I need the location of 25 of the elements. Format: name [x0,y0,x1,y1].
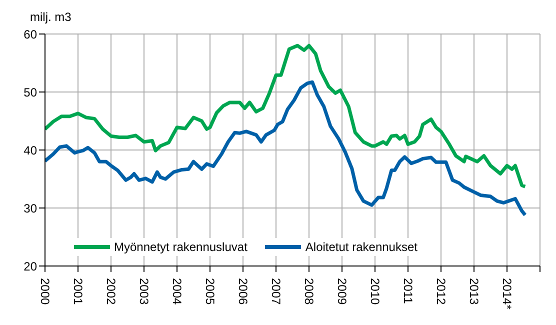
y-tick-label: 40 [24,143,38,158]
y-axis-title: milj. m3 [30,10,72,24]
x-tick-label: 2014* [500,278,514,310]
legend-label: Aloitetut rakennukset [305,240,418,254]
x-tick-label: 2010 [368,278,382,306]
x-tick-label: 2007 [269,278,283,306]
line-series [45,44,527,188]
y-tick-label: 30 [24,201,38,216]
x-tick-label: 2009 [335,278,349,306]
x-tick-label: 2013 [467,278,481,306]
x-tick-label: 2011 [401,278,415,304]
y-tick-label: 60 [24,27,38,42]
legend-label: Myönnetyt rakennusluvat [114,240,248,254]
x-tick-label: 2008 [302,278,316,306]
x-tick-label: 2004 [170,278,184,306]
x-tick-label: 2012 [434,278,448,306]
line-series [45,80,527,217]
y-tick-label: 20 [24,259,38,274]
x-tick-label: 2006 [236,278,250,306]
x-tick-label: 2001 [71,278,85,306]
x-tick-label: 2003 [137,278,151,306]
x-tick-label: 2002 [104,278,118,306]
x-tick-label: 2005 [203,278,217,306]
x-tick-label: 2000 [38,278,52,306]
y-tick-label: 50 [24,85,38,100]
